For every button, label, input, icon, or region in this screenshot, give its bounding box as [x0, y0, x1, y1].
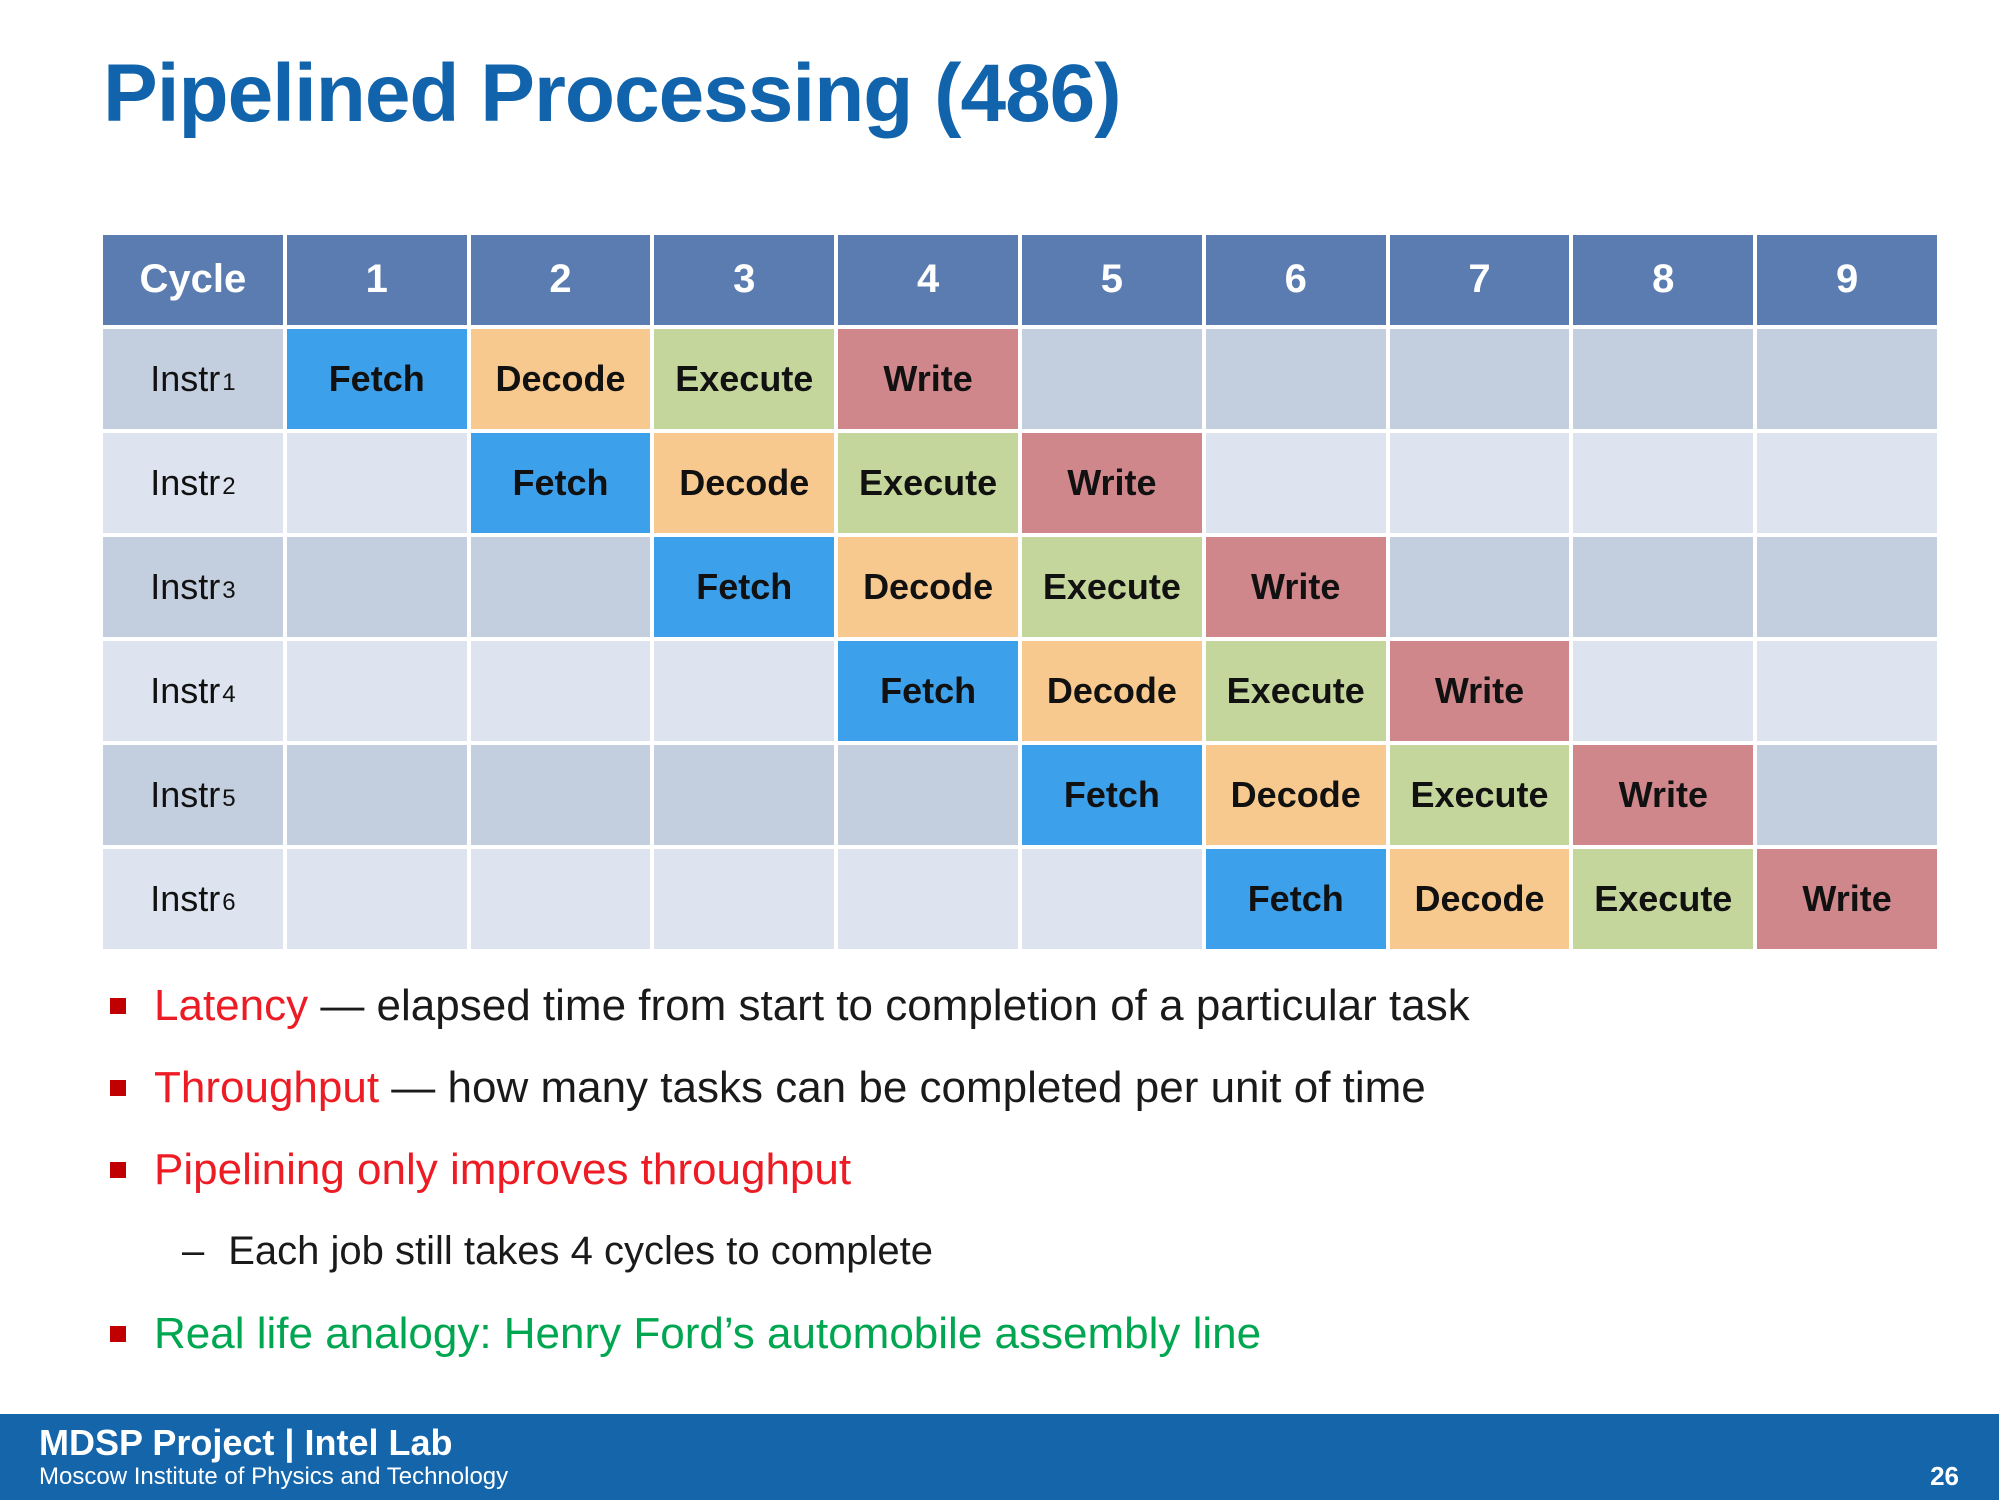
empty-cell	[286, 744, 467, 845]
empty-cell	[1573, 640, 1754, 741]
empty-cell	[470, 744, 651, 845]
empty-cell	[1389, 432, 1570, 533]
empty-cell	[1757, 640, 1937, 741]
pipeline-table: Cycle 1 2 3 4 5 6 7 8 9 Instr 1 Fetch Decode Execute Wr…	[103, 234, 1937, 949]
bullet-lead: Real life analogy: Henry Ford’s automobi…	[154, 1308, 1262, 1358]
stage-cell-execute: Execute	[838, 432, 1018, 533]
empty-cell	[286, 432, 467, 533]
row-label: Instr 5	[103, 744, 283, 845]
bullet-pipelining: Pipelining only improves throughput	[110, 1143, 1999, 1197]
bullet-lead: Throughput	[154, 1062, 380, 1112]
bullet-throughput: Throughput — how many tasks can be compl…	[110, 1061, 1999, 1115]
stage-cell-write: Write	[1022, 432, 1202, 533]
header-cell: 4	[838, 234, 1018, 325]
stage-cell-fetch: Fetch	[286, 328, 467, 429]
stage-cell-execute: Execute	[1022, 536, 1202, 637]
stage-cell-write: Write	[1389, 640, 1570, 741]
header-cell: 8	[1573, 234, 1754, 325]
empty-cell	[286, 640, 467, 741]
stage-cell-write: Write	[1205, 536, 1386, 637]
empty-cell	[654, 640, 835, 741]
row-label: Instr 3	[103, 536, 283, 637]
bullet-analogy: Real life analogy: Henry Ford’s automobi…	[110, 1307, 1999, 1361]
header-cell: 1	[286, 234, 467, 325]
footer-title: MDSP Project | Intel Lab	[39, 1421, 453, 1463]
empty-cell	[286, 848, 467, 949]
empty-cell	[470, 536, 651, 637]
footer-left: MDSP Project | Intel Lab Moscow Institut…	[39, 1422, 508, 1492]
empty-cell	[654, 744, 835, 845]
row-label: Instr 1	[103, 328, 283, 429]
stage-cell-write: Write	[838, 328, 1018, 429]
bullet-square-icon	[110, 1161, 126, 1178]
row-label: Instr 4	[103, 640, 283, 741]
footer-bar: MDSP Project | Intel Lab Moscow Institut…	[0, 1414, 1999, 1500]
header-cell: 3	[654, 234, 835, 325]
empty-cell	[838, 744, 1018, 845]
stage-cell-fetch: Fetch	[838, 640, 1018, 741]
empty-cell	[654, 848, 835, 949]
bullet-square-icon	[110, 997, 126, 1014]
row-label: Instr 6	[103, 848, 283, 949]
bullet-sub-cycles: – Each job still takes 4 cycles to compl…	[182, 1225, 1999, 1279]
empty-cell	[1573, 328, 1754, 429]
empty-cell	[1389, 536, 1570, 637]
stage-cell-execute: Execute	[654, 328, 835, 429]
page-number: 26	[1930, 1461, 1959, 1491]
header-cell: 9	[1757, 234, 1937, 325]
stage-cell-fetch: Fetch	[470, 432, 651, 533]
empty-cell	[838, 848, 1018, 949]
stage-cell-decode: Decode	[654, 432, 835, 533]
empty-cell	[470, 640, 651, 741]
empty-cell	[1757, 536, 1937, 637]
bullet-rest: — how many tasks can be completed per un…	[379, 1062, 1426, 1112]
stage-cell-decode: Decode	[838, 536, 1018, 637]
row-label: Instr 2	[103, 432, 283, 533]
empty-cell	[1757, 432, 1937, 533]
empty-cell	[286, 536, 467, 637]
empty-cell	[1389, 328, 1570, 429]
stage-cell-decode: Decode	[470, 328, 651, 429]
empty-cell	[1022, 328, 1202, 429]
stage-cell-execute: Execute	[1573, 848, 1754, 949]
empty-cell	[1573, 536, 1754, 637]
bullet-lead: Each job still takes 4 cycles to complet…	[228, 1229, 934, 1274]
dash-marker-icon: –	[182, 1229, 205, 1274]
empty-cell	[470, 848, 651, 949]
bullet-lead: Pipelining only improves throughput	[154, 1144, 852, 1194]
stage-cell-fetch: Fetch	[1205, 848, 1386, 949]
header-cell: 2	[470, 234, 651, 325]
bullet-square-icon	[110, 1325, 126, 1342]
empty-cell	[1205, 328, 1386, 429]
stage-cell-fetch: Fetch	[654, 536, 835, 637]
stage-cell-decode: Decode	[1022, 640, 1202, 741]
bullet-list: Latency — elapsed time from start to com…	[110, 979, 1999, 1361]
empty-cell	[1022, 848, 1202, 949]
header-cell: 5	[1022, 234, 1202, 325]
bullet-lead: Latency	[154, 980, 309, 1030]
footer-subtitle: Moscow Institute of Physics and Technolo…	[39, 1463, 509, 1491]
stage-cell-decode: Decode	[1389, 848, 1570, 949]
slide-title: Pipelined Processing (486)	[103, 48, 1122, 139]
bullet-square-icon	[110, 1079, 126, 1096]
empty-cell	[1757, 328, 1937, 429]
stage-cell-write: Write	[1757, 848, 1937, 949]
stage-cell-fetch: Fetch	[1022, 744, 1202, 845]
empty-cell	[1573, 432, 1754, 533]
header-cell: Cycle	[103, 234, 283, 325]
stage-cell-execute: Execute	[1389, 744, 1570, 845]
stage-cell-decode: Decode	[1205, 744, 1386, 845]
empty-cell	[1205, 432, 1386, 533]
bullet-rest: — elapsed time from start to completion …	[308, 980, 1470, 1030]
header-cell: 7	[1389, 234, 1570, 325]
stage-cell-execute: Execute	[1205, 640, 1386, 741]
empty-cell	[1757, 744, 1937, 845]
bullet-latency: Latency — elapsed time from start to com…	[110, 979, 1999, 1033]
header-cell: 6	[1205, 234, 1386, 325]
stage-cell-write: Write	[1573, 744, 1754, 845]
